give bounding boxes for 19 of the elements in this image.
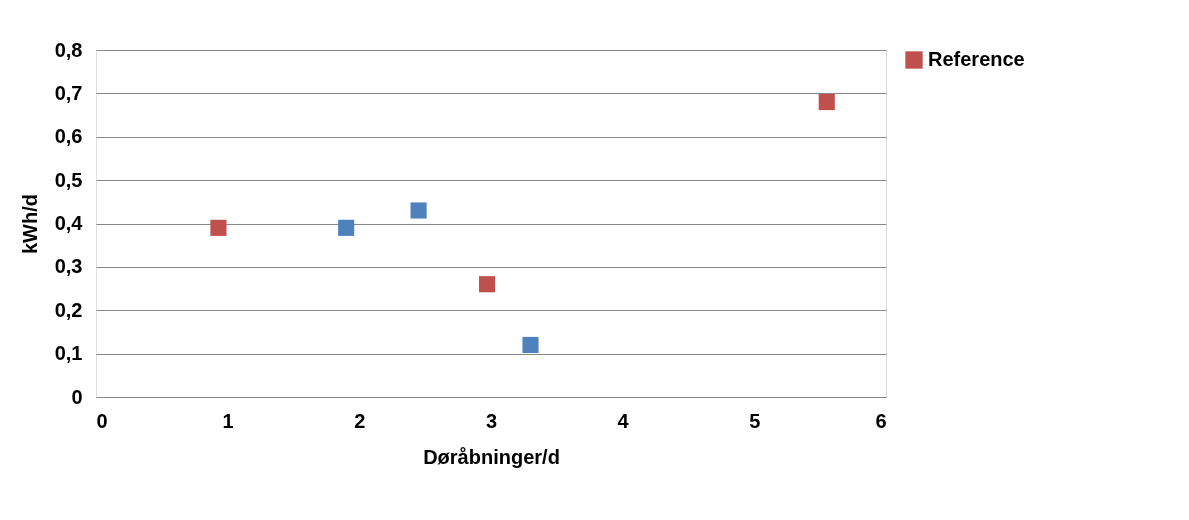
x-tick-label: 3 [485, 409, 498, 432]
y-axis-title: kWh/d [18, 194, 41, 254]
y-tick-label: 0,6 [54, 125, 83, 148]
x-tick-label: 2 [354, 409, 366, 432]
y-tick-label: 0,8 [54, 38, 83, 61]
x-tick-label: 6 [875, 409, 887, 432]
x-tick-label: 4 [617, 409, 630, 432]
x-axis-title: Døråbninger/d [423, 445, 560, 468]
x-tick-label: 1 [222, 409, 234, 432]
y-tick-label: 0,4 [54, 212, 84, 234]
y-tick-label: 0,2 [54, 298, 83, 321]
y-tick-label: 0,1 [54, 342, 83, 365]
y-tick-label: 0,3 [54, 255, 83, 278]
y-tick-label: 0,5 [54, 168, 83, 191]
y-tick-label: 0,7 [54, 81, 83, 104]
x-tick-label: 0 [96, 409, 108, 432]
y-tick-label: 0 [71, 385, 83, 408]
legend-label: Reference [928, 48, 1025, 70]
x-tick-label: 5 [749, 409, 761, 432]
